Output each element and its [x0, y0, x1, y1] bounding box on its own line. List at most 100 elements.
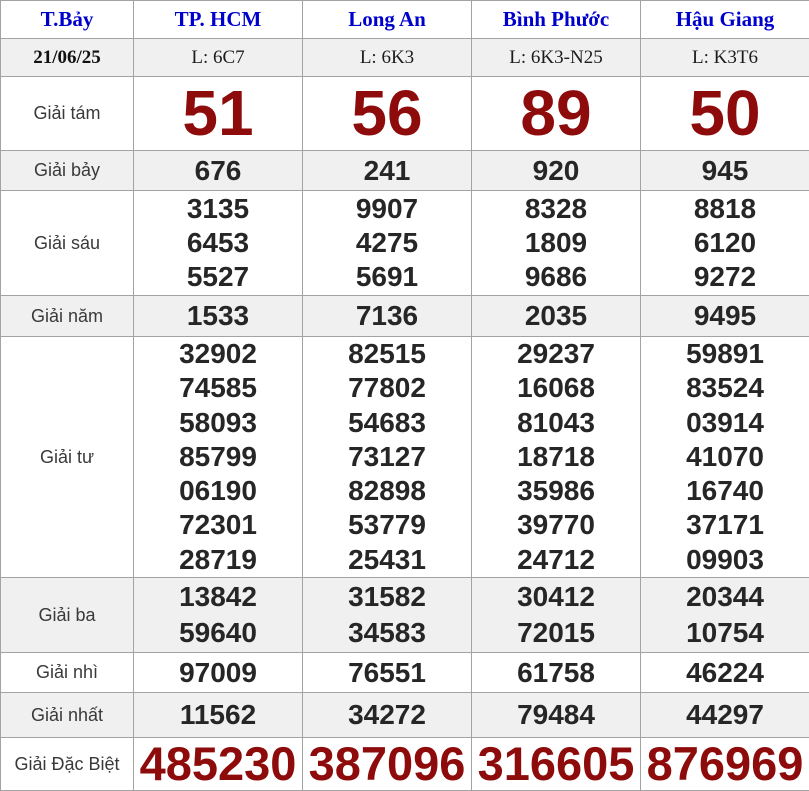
- prize-numbers-giai-nam-col1: 1533: [134, 296, 303, 337]
- prize-numbers-giai-tam-col3: 89: [472, 77, 641, 151]
- prize-number: 72301: [134, 508, 302, 542]
- prize-number: 387096: [303, 738, 471, 790]
- prize-number: 89: [472, 77, 640, 150]
- prize-number: 44297: [641, 698, 809, 732]
- prize-numbers-giai-tam-col2: 56: [303, 77, 472, 151]
- prize-numbers-giai-tam-col1: 51: [134, 77, 303, 151]
- prize-number: 50: [641, 77, 809, 150]
- prize-numbers-giai-nhi-col3: 61758: [472, 653, 641, 693]
- province-header-longan[interactable]: Long An: [303, 1, 472, 39]
- station-code-haugiang: L: K3T6: [641, 39, 809, 77]
- prize-number: 82898: [303, 474, 471, 508]
- prize-number: 83524: [641, 371, 809, 405]
- prize-numbers-giai-nhat-col4: 44297: [641, 693, 809, 738]
- prize-number: 10754: [641, 615, 809, 651]
- prize-number: 876969: [641, 738, 809, 790]
- prize-number: 24712: [472, 543, 640, 577]
- prize-label-giai-dac-biet: Giải Đặc Biệt: [1, 738, 134, 791]
- prize-number: 34583: [303, 615, 471, 651]
- prize-number: 1809: [472, 226, 640, 260]
- prize-number: 56: [303, 77, 471, 150]
- prize-number: 3135: [134, 192, 302, 226]
- prize-number: 25431: [303, 543, 471, 577]
- weekday-header[interactable]: T.Bảy: [1, 1, 134, 39]
- date-code-row: 21/06/25 L: 6C7 L: 6K3 L: 6K3-N25 L: K3T…: [1, 39, 809, 77]
- prize-number: 485230: [134, 738, 302, 790]
- prize-number: 13842: [134, 579, 302, 615]
- prize-number: 6453: [134, 226, 302, 260]
- prize-number: 74585: [134, 371, 302, 405]
- prize-number: 06190: [134, 474, 302, 508]
- prize-numbers-giai-dac-biet-col1: 485230: [134, 738, 303, 791]
- prize-number: 2035: [472, 299, 640, 333]
- province-header-binhphuoc[interactable]: Bình Phước: [472, 1, 641, 39]
- station-code-binhphuoc: L: 6K3-N25: [472, 39, 641, 77]
- prize-label-giai-nhi: Giải nhì: [1, 653, 134, 693]
- prize-numbers-giai-nam-col2: 7136: [303, 296, 472, 337]
- prize-number: 29237: [472, 337, 640, 371]
- prize-number: 11562: [134, 698, 302, 732]
- prize-numbers-giai-tam-col4: 50: [641, 77, 809, 151]
- prize-number: 5527: [134, 260, 302, 294]
- prize-number: 241: [303, 154, 471, 188]
- prize-number: 54683: [303, 406, 471, 440]
- prize-number: 920: [472, 154, 640, 188]
- prize-label-giai-sau: Giải sáu: [1, 191, 134, 296]
- prize-number: 31582: [303, 579, 471, 615]
- prize-number: 8818: [641, 192, 809, 226]
- prize-numbers-giai-bay-col3: 920: [472, 151, 641, 191]
- province-header-tphcm[interactable]: TP. HCM: [134, 1, 303, 39]
- prize-number: 59640: [134, 615, 302, 651]
- prize-label-giai-bay: Giải bảy: [1, 151, 134, 191]
- station-code-tphcm: L: 6C7: [134, 39, 303, 77]
- prize-number: 61758: [472, 656, 640, 690]
- prize-numbers-giai-bay-col1: 676: [134, 151, 303, 191]
- prize-number: 4275: [303, 226, 471, 260]
- prize-number: 35986: [472, 474, 640, 508]
- prize-numbers-giai-nhi-col2: 76551: [303, 653, 472, 693]
- prize-number: 51: [134, 77, 302, 150]
- prize-number: 676: [134, 154, 302, 188]
- prize-number: 46224: [641, 656, 809, 690]
- prize-numbers-giai-bay-col2: 241: [303, 151, 472, 191]
- prize-number: 09903: [641, 543, 809, 577]
- prize-number: 72015: [472, 615, 640, 651]
- prize-number: 28719: [134, 543, 302, 577]
- prize-label-giai-nhat: Giải nhất: [1, 693, 134, 738]
- prize-numbers-giai-dac-biet-col2: 387096: [303, 738, 472, 791]
- prize-number: 73127: [303, 440, 471, 474]
- prize-number: 77802: [303, 371, 471, 405]
- prize-numbers-giai-nam-col3: 2035: [472, 296, 641, 337]
- prize-number: 34272: [303, 698, 471, 732]
- prize-label-giai-ba: Giải ba: [1, 578, 134, 653]
- header-row: T.Bảy TP. HCM Long An Bình Phước Hậu Gia…: [1, 1, 809, 39]
- prize-number: 7136: [303, 299, 471, 333]
- province-header-haugiang[interactable]: Hậu Giang: [641, 1, 809, 39]
- prize-number: 1533: [134, 299, 302, 333]
- prize-number: 03914: [641, 406, 809, 440]
- prize-number: 53779: [303, 508, 471, 542]
- prize-number: 16068: [472, 371, 640, 405]
- prize-number: 85799: [134, 440, 302, 474]
- prize-number: 9495: [641, 299, 809, 333]
- prize-number: 8328: [472, 192, 640, 226]
- prize-numbers-giai-nhat-col2: 34272: [303, 693, 472, 738]
- prize-numbers-giai-dac-biet-col3: 316605: [472, 738, 641, 791]
- prize-number: 76551: [303, 656, 471, 690]
- prize-numbers-giai-bay-col4: 945: [641, 151, 809, 191]
- prize-number: 58093: [134, 406, 302, 440]
- prize-number: 41070: [641, 440, 809, 474]
- prize-numbers-giai-dac-biet-col4: 876969: [641, 738, 809, 791]
